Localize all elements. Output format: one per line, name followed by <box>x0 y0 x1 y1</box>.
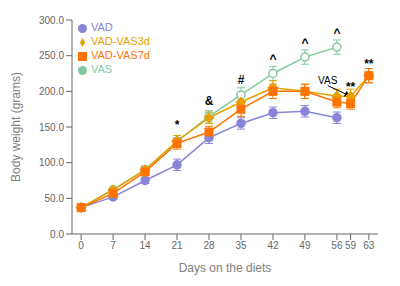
svg-text:^: ^ <box>333 26 340 40</box>
svg-text:50.0: 50.0 <box>45 193 65 204</box>
svg-text:100.0: 100.0 <box>39 157 64 168</box>
html-text:VAS: VAS <box>91 63 113 75</box>
svg-text:21: 21 <box>171 240 183 251</box>
svg-text:Days on the diets: Days on the diets <box>179 261 272 275</box>
svg-text:300.0: 300.0 <box>39 15 64 26</box>
svg-text:^: ^ <box>301 36 308 50</box>
svg-text:Body weight (grams): Body weight (grams) <box>9 72 23 182</box>
svg-text:#: # <box>238 73 245 87</box>
svg-text:42: 42 <box>267 240 279 251</box>
svg-text:59: 59 <box>345 240 357 251</box>
svg-text:35: 35 <box>235 240 247 251</box>
svg-text:*: * <box>175 118 180 132</box>
svg-text:14: 14 <box>140 240 152 251</box>
html-text:VAD-VAS3d: VAD-VAS3d <box>91 35 150 47</box>
svg-text:250.0: 250.0 <box>39 50 64 61</box>
svg-text:49: 49 <box>299 240 311 251</box>
svg-text:200.0: 200.0 <box>39 86 64 97</box>
svg-text:63: 63 <box>363 240 375 251</box>
svg-text:150.0: 150.0 <box>39 122 64 133</box>
svg-text:28: 28 <box>203 240 215 251</box>
svg-text:VAS: VAS <box>318 75 338 86</box>
svg-text:7: 7 <box>110 240 116 251</box>
svg-text:**: ** <box>364 57 374 71</box>
svg-text:0: 0 <box>78 240 84 251</box>
svg-text:^: ^ <box>269 52 276 66</box>
html-text:VAD: VAD <box>91 21 113 33</box>
svg-text:&: & <box>205 94 214 108</box>
svg-text:0.0: 0.0 <box>50 229 64 240</box>
html-text:VAD-VAS7d: VAD-VAS7d <box>91 49 150 61</box>
svg-text:56: 56 <box>331 240 343 251</box>
